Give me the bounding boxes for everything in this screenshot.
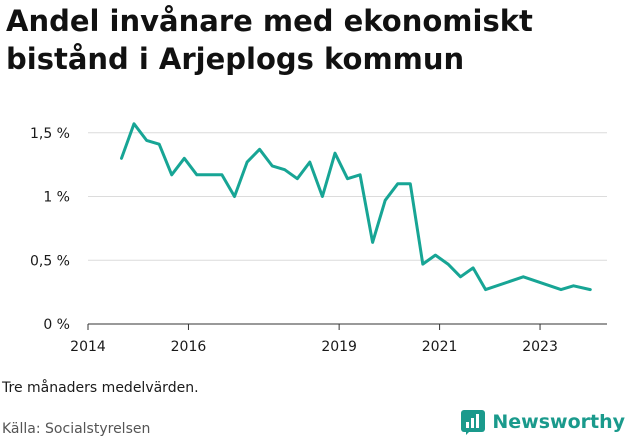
x-axis: 2014 2016 2019 2021 2023 xyxy=(70,323,607,355)
x-tick-label: 2023 xyxy=(522,339,558,355)
y-tick-label: 0,5 % xyxy=(30,253,70,269)
chart-title: Andel invånare med ekonomiskt bistånd i … xyxy=(6,4,533,76)
source-text: Källa: Socialstyrelsen xyxy=(2,421,151,437)
grid-lines xyxy=(88,132,607,261)
series-line xyxy=(120,122,592,292)
x-tick-label: 2021 xyxy=(422,339,458,355)
x-tick-label: 2014 xyxy=(70,339,106,355)
series-group xyxy=(120,122,592,292)
x-tick-label: 2019 xyxy=(321,339,357,355)
y-tick-label: 0 % xyxy=(43,317,70,333)
chart-note: Tre månaders medelvärden. xyxy=(2,380,199,396)
y-tick-label: 1,5 % xyxy=(30,126,70,142)
brand-name: Newsworthy xyxy=(492,411,625,433)
line-chart: 0 % 0,5 % 1 % 1,5 % 2014 2016 2019 2021 2023 xyxy=(30,122,607,355)
newsworthy-logo-icon xyxy=(461,410,486,435)
y-axis: 0 % 0,5 % 1 % 1,5 % xyxy=(30,126,70,333)
brand-logo: Newsworthy xyxy=(460,409,625,435)
y-tick-label: 1 % xyxy=(43,190,70,206)
x-tick-label: 2016 xyxy=(171,339,207,355)
